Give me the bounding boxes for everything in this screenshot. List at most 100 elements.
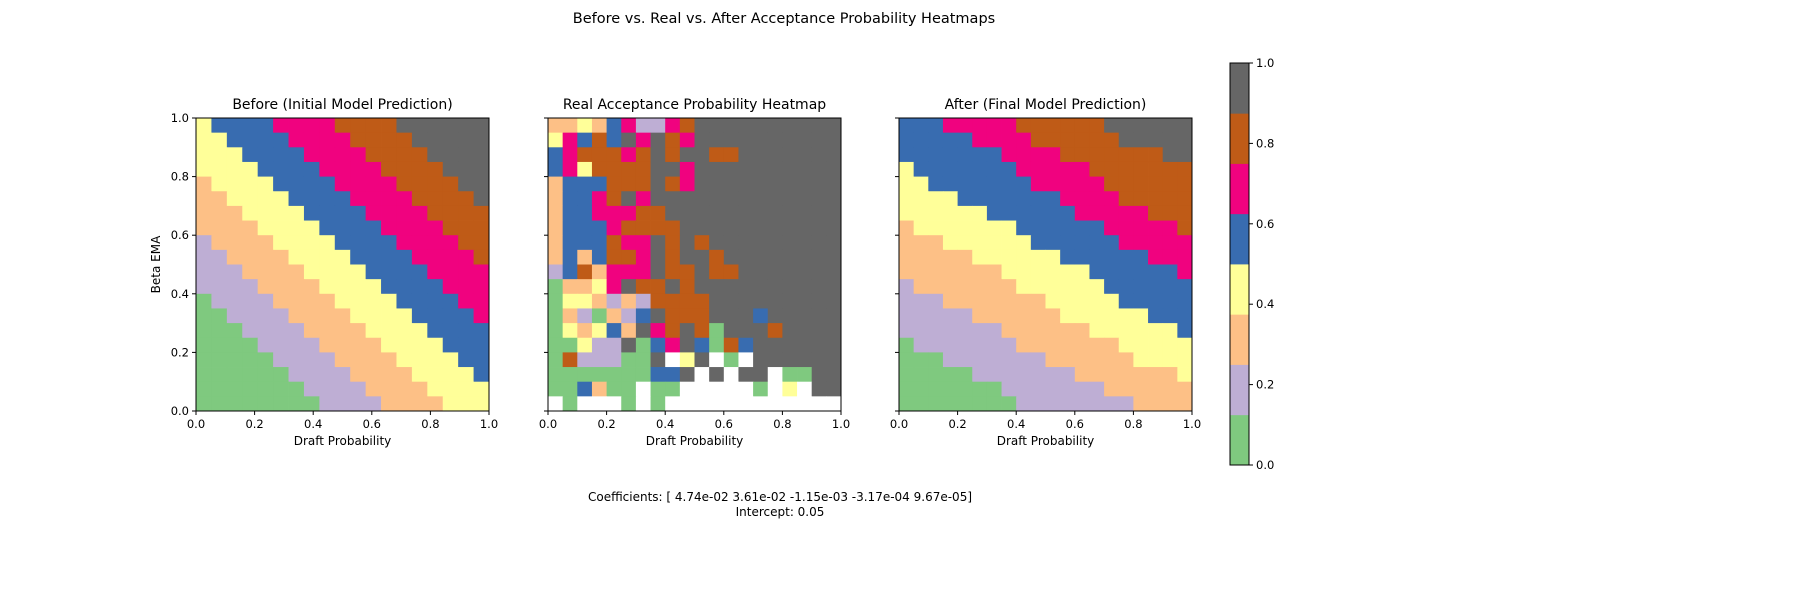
heatmap-cell: [986, 367, 1002, 383]
heatmap-cell: [782, 293, 798, 309]
heatmap-cell: [303, 147, 320, 163]
heatmap-cell: [577, 337, 593, 353]
heatmap-cell: [635, 308, 651, 324]
y-tick-label: 0.8: [171, 170, 189, 184]
heatmap-cell: [1030, 132, 1046, 148]
heatmap-cell: [1118, 323, 1134, 339]
heatmap-cell: [797, 235, 813, 251]
heatmap-cell: [606, 205, 622, 221]
heatmap-cell: [381, 279, 397, 295]
heatmap-cell: [753, 235, 769, 251]
heatmap-cell: [928, 264, 944, 280]
heatmap-cell: [1104, 293, 1120, 309]
heatmap-cell: [972, 279, 988, 295]
heatmap-cell: [350, 293, 367, 309]
heatmap-cell: [797, 220, 813, 236]
heatmap-cell: [226, 161, 243, 177]
heatmap-cell: [650, 118, 666, 134]
heatmap-cell: [986, 352, 1002, 368]
heatmap-cell: [319, 176, 336, 192]
heatmap-cell: [1045, 337, 1061, 353]
heatmap-cell: [665, 235, 681, 251]
heatmap-cell: [562, 308, 578, 324]
heatmap-cell: [1177, 235, 1193, 251]
heatmap-cell: [928, 352, 944, 368]
heatmap-cell: [797, 205, 813, 221]
heatmap-cell: [811, 118, 827, 134]
heatmap-cell: [1030, 191, 1046, 207]
heatmap-cell: [942, 337, 958, 353]
heatmap-cell: [1060, 352, 1076, 368]
colorbar-tick-label: 1.0: [1256, 56, 1274, 70]
heatmap-cell: [334, 132, 351, 148]
heatmap-cell: [548, 337, 564, 353]
colorbar-tick-label: 0.4: [1256, 297, 1274, 311]
heatmap-cell: [913, 337, 929, 353]
heatmap-cell: [1089, 205, 1105, 221]
heatmap-cell: [913, 176, 929, 192]
heatmap-cell: [211, 147, 228, 163]
heatmap-cell: [442, 337, 459, 353]
y-tick-label: 0.6: [171, 228, 189, 242]
heatmap-cell: [767, 205, 783, 221]
heatmap-cell: [899, 279, 915, 295]
heatmap-cell: [928, 132, 944, 148]
heatmap-cell: [303, 308, 320, 324]
heatmap-cell: [665, 323, 681, 339]
heatmap-cell: [1045, 249, 1061, 265]
colorbar-segment: [1230, 364, 1249, 416]
heatmap-cell: [1030, 352, 1046, 368]
heatmap-cell: [753, 264, 769, 280]
heatmap-cell: [1001, 249, 1017, 265]
heatmap-cell: [723, 220, 739, 236]
heatmap-cell: [1060, 367, 1076, 383]
heatmap-cell: [986, 249, 1002, 265]
heatmap-cell: [1118, 381, 1134, 397]
heatmap-cell: [621, 147, 637, 163]
heatmap-cell: [797, 308, 813, 324]
heatmap-cell: [797, 191, 813, 207]
heatmap-cell: [635, 220, 651, 236]
heatmap-cell: [226, 147, 243, 163]
heatmap-cell: [753, 352, 769, 368]
heatmap-cell: [1016, 396, 1032, 412]
heatmap-cell: [1162, 118, 1178, 134]
heatmap-cell: [986, 118, 1002, 134]
heatmap-cell: [303, 323, 320, 339]
heatmap-cell: [196, 308, 212, 324]
heatmap-cell: [694, 381, 710, 397]
heatmap-cell: [473, 191, 490, 207]
heatmap-cell: [1177, 279, 1193, 295]
heatmap-cell: [723, 161, 739, 177]
heatmap-cell: [928, 381, 944, 397]
heatmap-cell: [288, 220, 305, 236]
heatmap-cell: [411, 308, 428, 324]
heatmap-cell: [396, 118, 413, 134]
heatmap-cell: [365, 337, 382, 353]
heatmap-cell: [1104, 396, 1120, 412]
heatmap-cell: [303, 352, 320, 368]
heatmap-cell: [753, 323, 769, 339]
heatmap-cell: [1060, 176, 1076, 192]
heatmap-cell: [797, 367, 813, 383]
heatmap-cell: [365, 264, 382, 280]
heatmap-cell: [411, 118, 428, 134]
heatmap-cell: [811, 249, 827, 265]
heatmap-cell: [679, 249, 695, 265]
heatmap-cell: [442, 396, 459, 412]
heatmap-cell: [458, 396, 474, 412]
heatmap-cell: [621, 249, 637, 265]
heatmap-cell: [767, 132, 783, 148]
heatmap-cell: [473, 220, 490, 236]
heatmap-cell: [458, 176, 474, 192]
heatmap-cell: [679, 293, 695, 309]
heatmap-cell: [957, 147, 973, 163]
heatmap-cell: [1045, 367, 1061, 383]
heatmap-cell: [319, 147, 336, 163]
heatmap-cell: [562, 367, 578, 383]
heatmap-cell: [986, 205, 1002, 221]
heatmap-cell: [257, 337, 274, 353]
heatmap-cell: [458, 367, 474, 383]
heatmap-cell: [1016, 220, 1032, 236]
heatmap-cell: [1177, 323, 1193, 339]
